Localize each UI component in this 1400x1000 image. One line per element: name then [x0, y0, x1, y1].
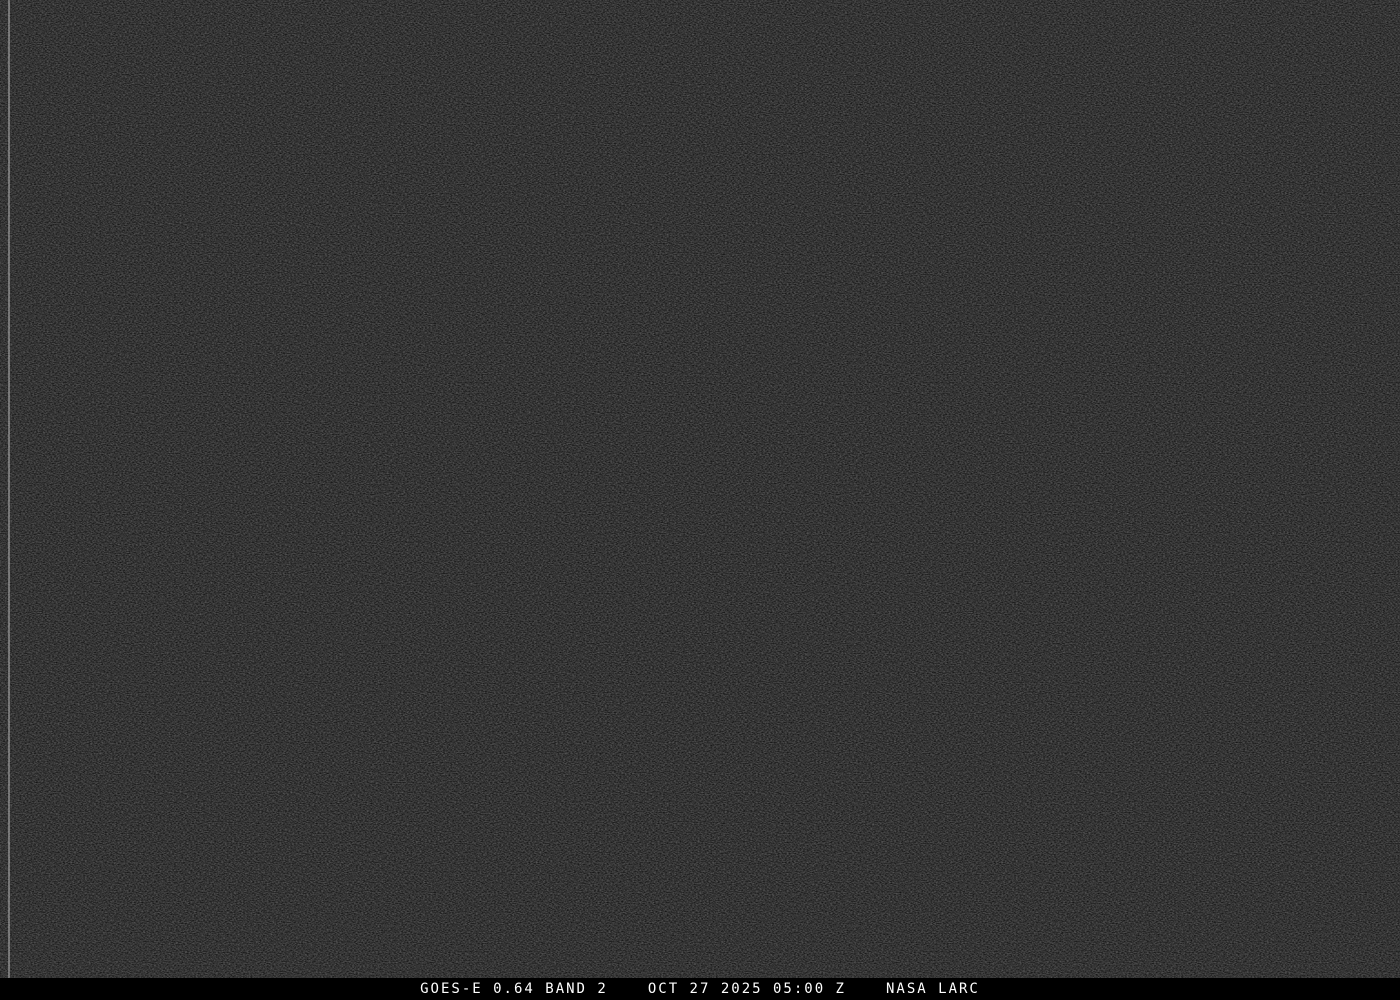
caption-datetime: OCT 27 2025 05:00 Z: [647, 981, 846, 997]
caption-bar: GOES-E 0.64 BAND 2 OCT 27 2025 05:00 Z N…: [0, 978, 1400, 1000]
caption-credit: NASA LARC: [886, 981, 980, 997]
caption-instrument: GOES-E 0.64 BAND 2: [420, 981, 608, 997]
sensor-noise-texture: [0, 0, 1400, 978]
